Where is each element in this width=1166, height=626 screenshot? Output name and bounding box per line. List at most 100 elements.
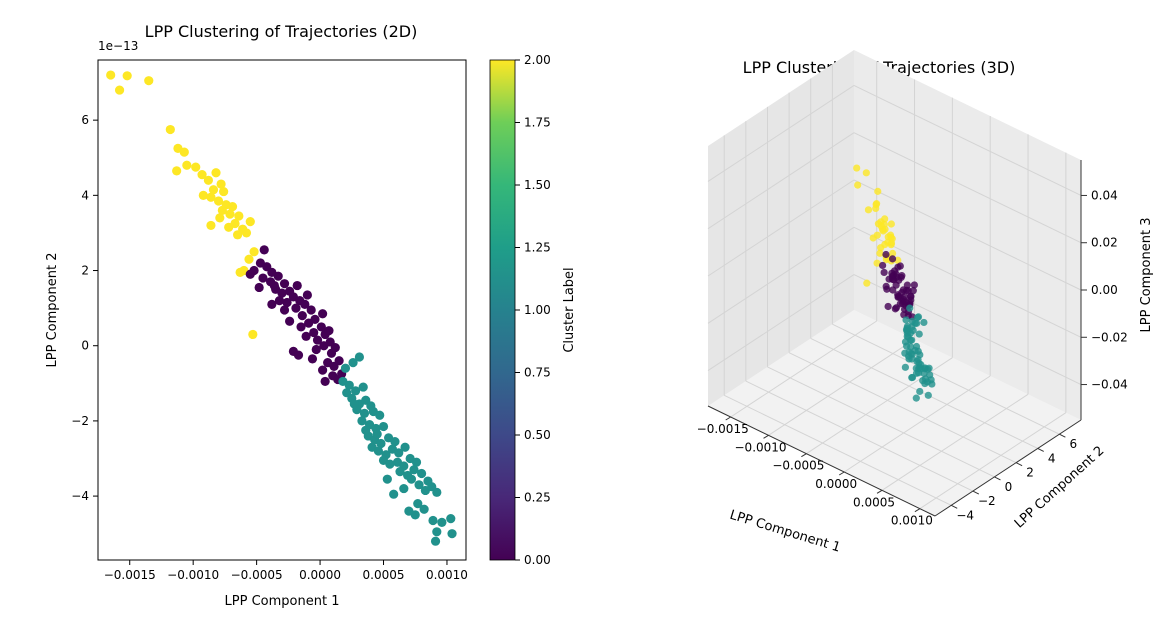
scatter-3d-gridline [745, 380, 974, 492]
scatter-3d-point-cluster-1 [920, 318, 928, 327]
scatter-2d-point-cluster-1 [375, 410, 385, 420]
y-tick-label: 4 [81, 188, 89, 202]
scatter-3d-point-cluster-1 [901, 349, 909, 357]
scatter-3d-point-cluster-0 [909, 287, 917, 295]
scatter-2d-point-cluster-1 [358, 382, 368, 392]
scatter-3d-x-axis-line [707, 405, 936, 517]
scatter-2d-point-cluster-0 [301, 331, 311, 341]
scatter-3d-point-cluster-2 [873, 259, 881, 267]
scatter-3d-point-cluster-1 [908, 374, 916, 382]
scatter-3d-point-cluster-2 [877, 244, 885, 252]
scatter-2d-point-cluster-0 [316, 322, 326, 332]
scatter-3d-point-cluster-0 [899, 286, 907, 294]
scatter-2d-point-cluster-2 [241, 228, 252, 238]
scatter-2d-point-cluster-2 [114, 85, 125, 95]
scatter-3d-gridline [853, 132, 1082, 244]
scatter-3d-point-cluster-0 [898, 299, 907, 308]
scatter-3d-point-cluster-1 [912, 394, 920, 402]
scatter-2d-point-cluster-0 [307, 354, 318, 364]
colorbar-ticks: 0.00 0.25 0.50 0.75 1.00 1.25 1.50 1.75 2.00 [515, 53, 551, 567]
scatter-3d-x-tick-mark [801, 453, 807, 458]
scatter-3d-point-cluster-0 [882, 250, 890, 259]
scatter-3d-point-cluster-1 [905, 355, 913, 363]
scatter-2d-points [106, 70, 457, 546]
scatter-2d-point-cluster-0 [312, 335, 323, 345]
scatter-2d-point-cluster-0 [292, 280, 302, 291]
scatter-3d-point-cluster-1 [928, 380, 936, 388]
scatter-2d-point-cluster-1 [376, 438, 386, 449]
x-tick-label: 0.0000 [299, 568, 341, 582]
scatter-2d-point-cluster-0 [274, 296, 285, 306]
scatter-3d-z-axis-label: LPP Component 3 [1139, 218, 1154, 333]
scatter-3d-z-tick-label: 0.04 [1091, 188, 1118, 202]
scatter-3d-point-cluster-2 [872, 201, 880, 209]
scatter-2d-point-cluster-2 [206, 192, 216, 202]
colorbar-tick-label: 0.25 [524, 491, 551, 505]
scatter-2d-point-cluster-2 [191, 162, 201, 172]
scatter-2d-y-offset-text: 1e−13 [98, 39, 138, 53]
scatter-2d-point-cluster-2 [249, 247, 259, 257]
scatter-2d-point-cluster-0 [330, 342, 340, 353]
scatter-2d-point-cluster-2 [182, 160, 192, 170]
scatter-3d-y-axis-line [934, 419, 1082, 517]
scatter-3d-ticks: −0.0015 −0.0010 −0.0005 0.0000 0.0005 0.0010 −… [697, 188, 1128, 527]
scatter-3d-point-cluster-0 [894, 292, 902, 301]
scatter-3d-point-cluster-1 [917, 365, 925, 373]
scatter-2d-point-cluster-1 [411, 457, 422, 467]
scatter-3d-point-cluster-1 [901, 363, 909, 371]
scatter-2d-point-cluster-0 [245, 269, 255, 279]
scatter-2d-point-cluster-0 [306, 305, 316, 315]
scatter-3d-point-cluster-0 [880, 268, 888, 277]
scatter-3d-point-cluster-2 [880, 220, 888, 228]
scatter-3d-x-axis-label: LPP Component 1 [728, 508, 842, 556]
scatter-3d-point-cluster-2 [881, 215, 889, 223]
scatter-2d-point-cluster-1 [382, 474, 392, 484]
scatter-2d-point-cluster-0 [334, 356, 344, 366]
scatter-3d-x-tick-label: −0.0010 [735, 440, 787, 454]
scatter-2d-point-cluster-1 [351, 386, 361, 396]
scatter-2d-point-cluster-1 [416, 468, 427, 479]
scatter-3d-y-tick-label: 2 [1026, 466, 1034, 480]
scatter-2d-point-cluster-0 [320, 376, 330, 387]
scatter-3d-gridline [788, 352, 1017, 464]
scatter-2d-point-cluster-1 [432, 527, 442, 537]
scatter-2d-point-cluster-0 [279, 279, 290, 289]
scatter-2d-point-cluster-1 [404, 506, 414, 516]
scatter-3d-point-cluster-2 [887, 220, 895, 228]
scatter-3d-gridline [724, 394, 952, 506]
scatter-2d-point-cluster-2 [235, 267, 245, 278]
scatter-3d-point-cluster-2 [862, 169, 870, 177]
scatter-3d-z-tick-label: 0.02 [1091, 236, 1118, 250]
x-tick-label: −0.0015 [104, 568, 156, 582]
scatter-3d-x-tick-label: 0.0005 [853, 495, 895, 509]
scatter-3d-point-cluster-1 [902, 326, 911, 334]
scatter-2d-point-cluster-0 [296, 322, 306, 332]
scatter-2d-point-cluster-0 [291, 303, 301, 313]
scatter-2d-point-cluster-2 [245, 217, 255, 227]
scatter-2d-point-cluster-2 [227, 202, 238, 212]
scatter-3d-x-tick-mark [914, 508, 921, 513]
scatter-2d-point-cluster-1 [340, 363, 351, 373]
scatter-3d-point-cluster-0 [910, 281, 918, 289]
scatter-3d-point-cluster-0 [888, 275, 897, 283]
scatter-2d-x-ticks: −0.0015 −0.0010 −0.0005 0.0000 0.0005 0.0010 [104, 560, 468, 582]
scatter-2d-point-cluster-1 [437, 517, 447, 528]
scatter-2d-point-cluster-2 [211, 168, 221, 178]
scatter-2d-point-cluster-0 [318, 309, 328, 319]
scatter-3d-y-tick-mark [972, 490, 980, 495]
scatter-2d-title: LPP Clustering of Trajectories (2D) [145, 22, 418, 41]
scatter-2d-point-cluster-0 [304, 318, 314, 328]
scatter-3d-point-cluster-1 [911, 346, 919, 355]
scatter-2d-point-cluster-2 [232, 230, 243, 240]
scatter-2d-point-cluster-0 [267, 299, 277, 309]
scatter-3d-point-cluster-2 [874, 187, 882, 195]
scatter-3d-y-tick-mark [950, 504, 958, 509]
scatter-2d-point-cluster-2 [213, 196, 224, 206]
scatter-2d-point-cluster-1 [395, 467, 405, 477]
scatter-2d-point-cluster-1 [354, 352, 365, 362]
scatter-3d-point-cluster-0 [882, 282, 890, 290]
scatter-2d-frame [97, 59, 467, 561]
scatter-3d-gridline [810, 337, 1038, 449]
scatter-3d-point-cluster-2 [863, 279, 871, 287]
scatter-3d-point-cluster-2 [864, 206, 873, 214]
